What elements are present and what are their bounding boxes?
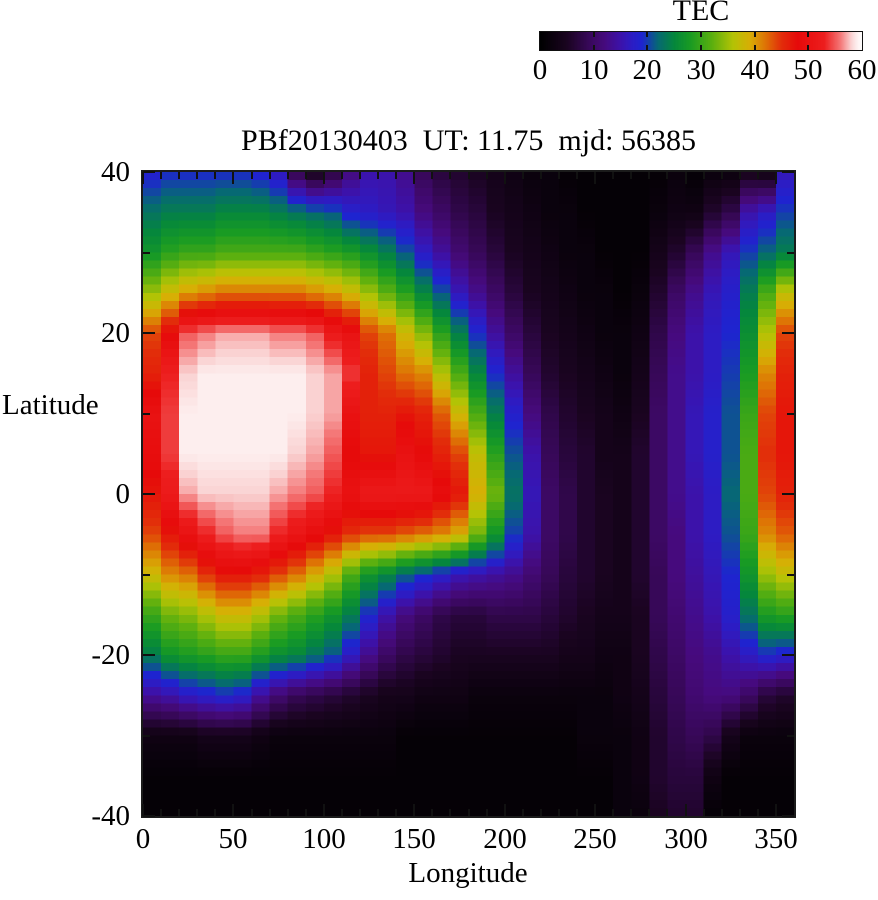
y-tick-label: 20 [101, 317, 130, 349]
colorbar-tick-label: 60 [847, 54, 877, 86]
y-axis-title: Latitude [2, 389, 99, 421]
colorbar-tick-label: 20 [632, 54, 662, 86]
plot-title: PBf20130403 UT: 11.75 mjd: 56385 [241, 124, 696, 157]
y-tick-label: 40 [101, 156, 130, 188]
x-tick-label: 150 [392, 823, 436, 855]
x-tick-label: 250 [573, 823, 617, 855]
y-tick-label: -40 [91, 800, 130, 832]
x-tick-label: 100 [302, 823, 346, 855]
colorbar-tick-label: 30 [686, 54, 716, 86]
colorbar-tick-label: 10 [579, 54, 609, 86]
x-tick-label: 50 [218, 823, 248, 855]
colorbar-tick-label: 40 [740, 54, 770, 86]
colorbar-gradient [540, 32, 862, 50]
tec-heatmap [143, 172, 794, 816]
colorbar-tick-label: 0 [532, 54, 548, 86]
x-axis-title: Longitude [408, 857, 528, 889]
colorbar-title: TEC [672, 0, 730, 27]
y-tick-label: -20 [91, 639, 130, 671]
y-tick-label: 0 [115, 478, 131, 510]
x-tick-label: 350 [754, 823, 798, 855]
x-tick-label: 300 [664, 823, 708, 855]
x-tick-label: 200 [483, 823, 527, 855]
colorbar-tick-label: 50 [793, 54, 823, 86]
x-tick-label: 0 [135, 823, 151, 855]
